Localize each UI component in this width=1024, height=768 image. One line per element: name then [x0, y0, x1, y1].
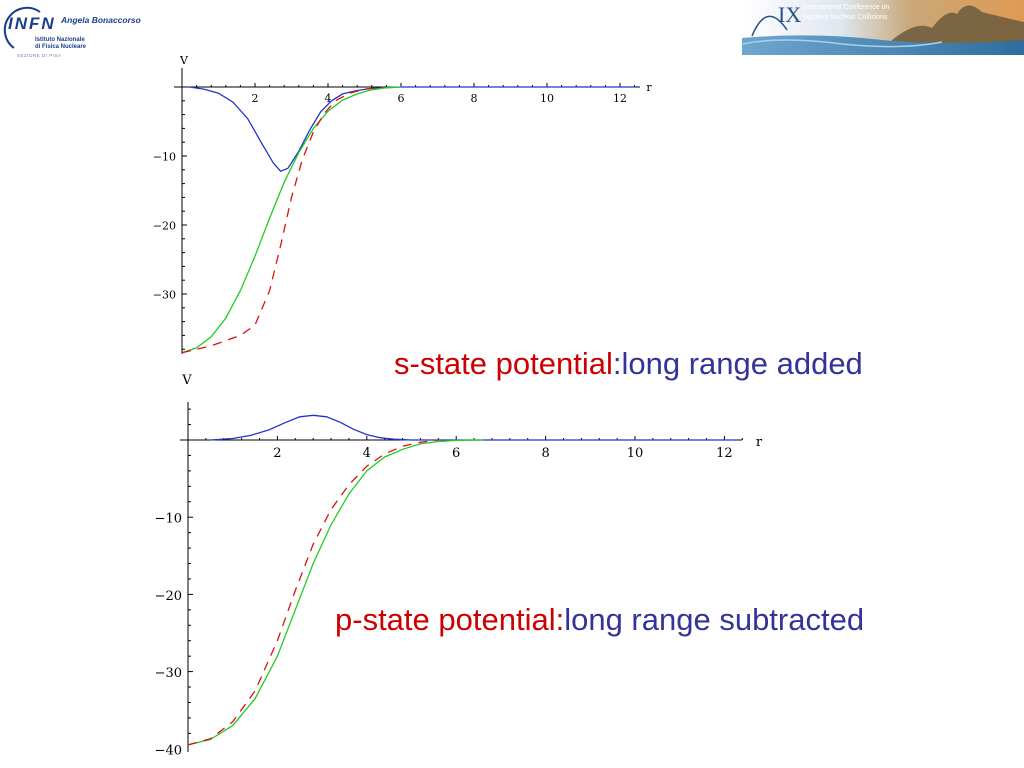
s-state-x-tick-label: 2 [252, 92, 259, 105]
p-state-x-tick-label: 8 [541, 446, 549, 461]
s-state-x-axis-label: r [646, 81, 652, 94]
p-state-caption: p-state potential:long range subtracted [335, 602, 864, 638]
s-state-x-tick-label: 10 [540, 92, 554, 105]
section-name: SEZIONE DI PISA [17, 53, 62, 58]
p-state-series-blue-line [210, 414, 738, 441]
s-state-x-tick-label: 12 [613, 92, 627, 105]
s-state-y-tick-label: −30 [153, 289, 176, 302]
institute-name: Istituto Nazionale di Fisica Nucleare [35, 37, 86, 51]
conference-line-2: Nucleus Nucleus Collisions [803, 14, 888, 21]
p-state-x-tick-label: 2 [273, 446, 281, 461]
s-state-x-tick-label: 4 [325, 92, 332, 105]
s-state-caption: s-state potential:long range added [394, 346, 863, 382]
p-state-x-axis-label: r [756, 435, 763, 450]
conference-line-1: International Conference on [803, 4, 890, 11]
p-state-caption-title: p-state potential: [335, 602, 565, 637]
s-state-x-tick-label: 6 [398, 92, 405, 105]
institute-line-1: Istituto Nazionale [35, 37, 85, 43]
s-state-x-tick-label: 8 [471, 92, 478, 105]
p-state-y-axis-label: V [181, 373, 192, 388]
conference-numeral: IX [778, 2, 802, 27]
author-name: Angela Bonaccorso [61, 15, 141, 25]
s-state-series-red-line [181, 86, 383, 354]
institute-line-2: di Fisica Nucleare [35, 44, 87, 50]
p-state-caption-detail: long range subtracted [564, 602, 865, 637]
s-state-series-green-line [181, 86, 402, 354]
p-state-x-tick-label: 6 [452, 446, 460, 461]
infn-logo: INFN Angela Bonaccorso Istituto Nazional… [0, 0, 200, 70]
p-state-y-tick-label: −30 [155, 666, 182, 681]
s-state-y-axis-label: V [179, 54, 189, 67]
p-state-x-tick-label: 10 [627, 446, 644, 461]
s-state-y-tick-label: −10 [153, 151, 176, 164]
p-state-y-tick-label: −10 [155, 512, 182, 527]
p-state-series-green-line [187, 439, 484, 746]
p-state-y-tick-label: −20 [155, 589, 182, 604]
s-state-caption-title: s-state potential [394, 346, 613, 381]
p-state-series-red-line [187, 439, 439, 746]
p-state-x-tick-label: 4 [363, 446, 371, 461]
infn-arc-icon [3, 6, 41, 49]
s-state-y-tick-label: −20 [153, 220, 176, 233]
s-state-series-blue-line [189, 86, 635, 172]
p-state-x-tick-label: 12 [716, 446, 733, 461]
infn-logo-text: INFN [8, 14, 56, 33]
s-state-caption-detail: :long range added [612, 346, 863, 381]
conference-banner [742, 0, 1024, 55]
p-state-y-tick-label: −40 [155, 743, 182, 758]
